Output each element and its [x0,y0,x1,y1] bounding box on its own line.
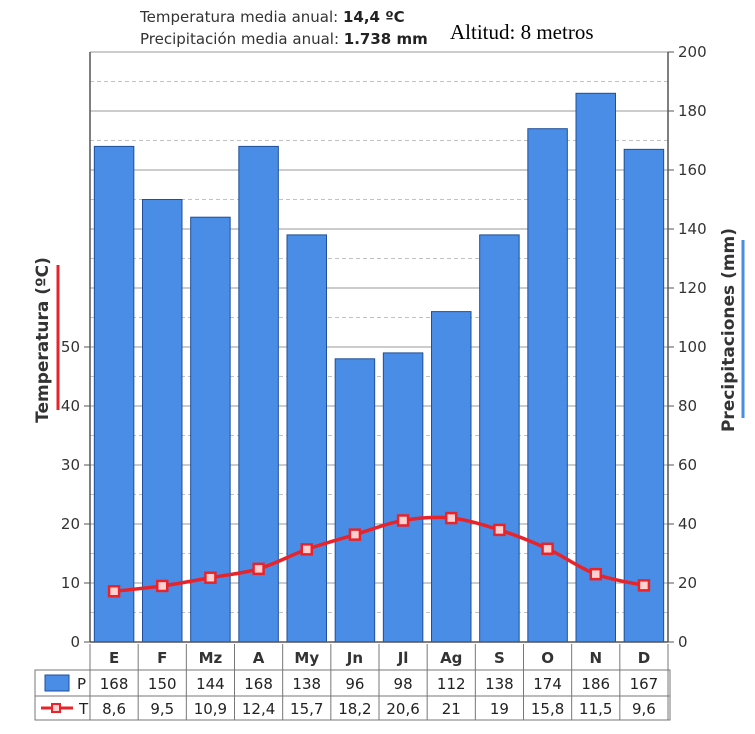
temperature-data-label: 9,5 [150,700,174,718]
precipitation-bar [623,148,665,643]
precipitation-bar [334,358,376,643]
y-right-tick-label: 120 [678,279,707,297]
y-left-tick-label: 0 [70,633,80,651]
temperature-data-label: 12,4 [242,700,275,718]
y-left-tick-label: 10 [61,574,80,592]
temperature-point [252,562,265,576]
precipitation-data-label: 186 [581,675,610,693]
temperature-data-label: 9,6 [632,700,656,718]
y-right-tick-label: 160 [678,161,707,179]
precipitation-bar [286,234,327,643]
x-tick-label: My [294,649,319,667]
temperature-point [300,543,313,556]
precipitation-data-label: 112 [437,675,466,693]
y-left-tick-label: 30 [61,456,80,474]
altitude-label: Altitud: 8 metros [450,20,594,44]
temperature-data-label: 11,5 [579,700,612,718]
temperature-data-label: 20,6 [386,700,419,718]
temperature-point [589,567,602,581]
temperature-line [107,511,651,598]
temperature-point [107,585,121,598]
annual-precipitation: Precipitación media anual: 1.738 mm [140,28,428,50]
x-tick-label: A [253,649,265,667]
x-tick-label: Jl [397,649,409,667]
precipitation-data-label: 138 [485,675,514,693]
precipitation-data-label: 168 [100,675,129,693]
temperature-data-label: 10,9 [194,700,227,718]
temperature-point [445,511,458,525]
y-axis-left-title: Temperatura (ºC) [33,257,53,423]
precipitation-bar [479,234,520,643]
precipitation-bar [190,216,231,643]
temperature-data-label: 15,7 [290,700,323,718]
legend-marker-temperature [51,703,61,713]
y-left-tick-label: 40 [61,397,80,415]
temperature-point [156,579,169,593]
annual-precipitation-value: 1.738 mm [343,30,428,48]
y-right-tick-label: 80 [678,397,697,415]
annual-temperature: Temperatura media anual: 14,4 ºC [140,6,428,28]
temperature-data-label: 19 [490,700,509,718]
precipitation-bar [382,352,424,643]
x-tick-label: E [109,649,119,667]
x-tick-label: S [494,649,505,667]
x-tick-label: N [589,649,602,667]
temperature-data-label: 8,6 [102,700,126,718]
legend-label-precipitation: P [77,675,86,693]
legend-swatch-precipitation [44,674,70,692]
temperature-point [396,514,410,527]
temperature-point [348,528,362,541]
precipitation-bar [93,145,135,643]
y-left-tick-label: 50 [61,338,80,356]
precipitation-data-label: 167 [630,675,659,693]
precipitation-data-label: 96 [345,675,364,693]
table-frame [34,669,671,721]
x-tick-label: Ag [440,649,462,667]
y-right-tick-label: 100 [678,338,707,356]
annual-temperature-value: 14,4 ºC [342,8,405,26]
temperature-data-label: 15,8 [531,700,564,718]
precipitation-bar [575,92,616,643]
x-tick-label: O [541,649,554,667]
y-right-tick-label: 40 [678,515,697,533]
x-tick-label: F [157,649,167,667]
y-right-tick-label: 180 [678,102,707,120]
temperature-point [637,579,651,592]
precipitation-bar [142,199,183,643]
precipitation-bars [93,92,665,643]
precipitation-bar [431,311,472,643]
y-right-tick-label: 20 [678,574,697,592]
temperature-data-label: 21 [442,700,461,718]
axes: 0 20 40 60 80 100 120 140 160 180 200 0 10 20 30 40 50 [61,43,707,651]
annual-precipitation-label: Precipitación media anual: [140,30,339,48]
y-axis-right-title: Precipitaciones (mm) [719,228,739,432]
precipitation-data-label: 98 [394,675,413,693]
precipitation-data-label: 138 [292,675,321,693]
precipitation-bar [238,145,279,643]
x-tick-label: Mz [199,649,223,667]
precipitation-data-label: 144 [196,675,225,693]
y-right-tick-label: 200 [678,43,707,61]
precipitation-bar [527,128,568,643]
x-tick-label: Jn [346,649,363,667]
y-right-tick-label: 0 [678,633,688,651]
legend-label-temperature: T [78,700,89,718]
precipitation-data-label: 168 [244,675,273,693]
temperature-data-label: 18,2 [338,700,371,718]
temperature-point [541,542,554,556]
annual-temperature-label: Temperatura media anual: [140,8,339,26]
temperature-point [204,571,217,584]
annual-summary: Temperatura media anual: 14,4 ºC Precipi… [140,6,428,50]
x-tick-label: D [638,649,650,667]
precipitation-data-label: 150 [148,675,177,693]
y-right-tick-label: 60 [678,456,697,474]
temperature-point [493,523,506,537]
y-left-tick-label: 20 [61,515,80,533]
data-table: E F Mz A My Jn Jl Ag S O N D PT 168 150 144 168 138 96 98 11… [34,644,671,721]
precipitation-data-label: 174 [533,675,562,693]
y-right-tick-label: 140 [678,220,707,238]
